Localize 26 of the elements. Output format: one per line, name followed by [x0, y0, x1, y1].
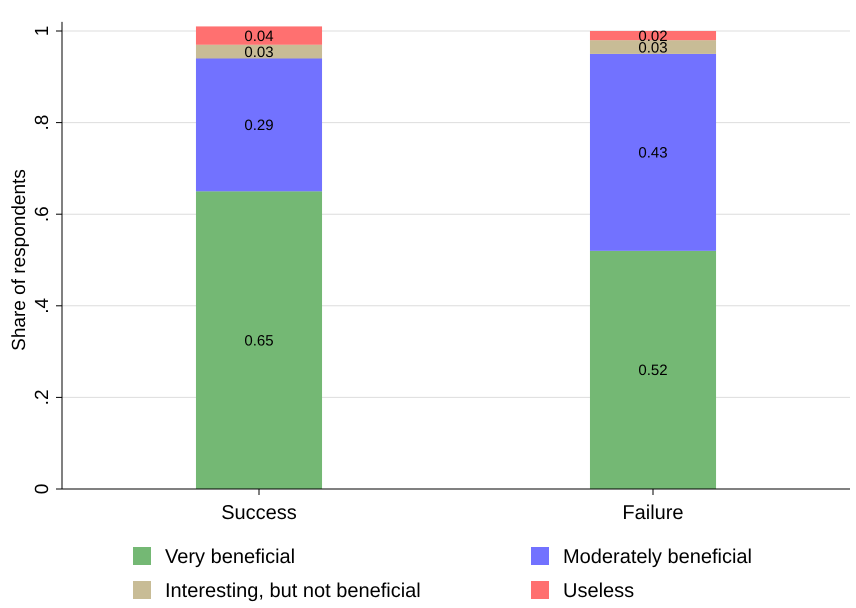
bar	[590, 40, 716, 54]
data-label: 0.04	[244, 28, 274, 45]
y-tick-label: 1	[32, 26, 53, 36]
legend-label: Moderately beneficial	[563, 546, 752, 568]
bar	[590, 250, 716, 489]
data-label: 0.29	[244, 117, 274, 134]
data-label: 0.03	[244, 44, 274, 61]
data-label: 0.65	[244, 332, 274, 350]
bar	[590, 54, 716, 251]
legend-label: Very beneficial	[165, 546, 296, 568]
data-label: 0.43	[638, 144, 668, 162]
bar	[196, 58, 322, 192]
bar	[196, 191, 322, 489]
bar	[196, 44, 322, 58]
x-tick-label: Failure	[622, 502, 684, 524]
y-tick-label: .2	[32, 389, 53, 406]
y-tick-label: .4	[32, 297, 53, 314]
y-tick-label: .8	[32, 114, 53, 131]
legend-label: Useless	[563, 580, 634, 602]
y-tick-label: .6	[32, 206, 53, 222]
legend-label: Interesting, but not beneficial	[165, 580, 421, 602]
bar	[196, 26, 322, 45]
data-label: 0.52	[638, 362, 668, 380]
y-axis-title: Share of respondents	[9, 169, 30, 351]
y-tick-label: 0	[32, 484, 53, 494]
x-tick-label: Success	[221, 502, 297, 524]
